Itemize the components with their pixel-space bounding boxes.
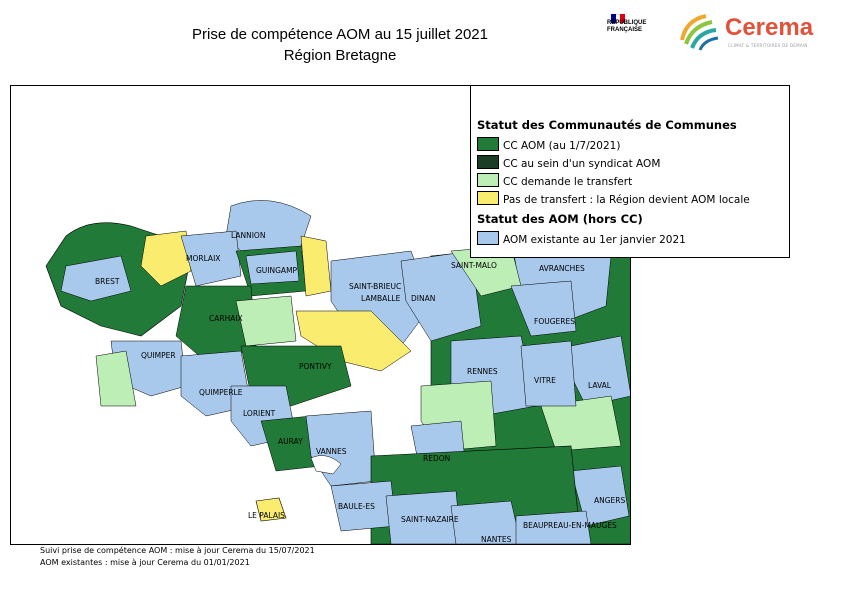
place-label-dinan: DINAN [411,294,435,303]
legend-item-pas-de-transfert: Pas de transfert : la Région devient AOM… [477,191,750,206]
map-legend: Statut des Communautés de Communes CC AO… [470,85,790,258]
place-label-quimper: QUIMPER [141,351,176,360]
rf-line1: RÉPUBLIQUE [607,20,647,26]
place-label-saint-brieuc: SAINT-BRIEUC [349,282,401,291]
french-flag-icon [611,8,625,23]
place-label-rennes: RENNES [467,367,498,376]
place-label-angers: ANGERS [594,496,626,505]
place-label-lannion: LANNION [231,231,265,240]
cerema-tagline: CLIMAT & TERRITOIRES DE DEMAIN [728,43,808,48]
place-label-vitre: VITRE [534,376,556,385]
map-region-yellow-center [295,310,412,372]
cerema-emblem-icon [680,14,719,51]
place-label-lamballe: LAMBALLE [361,294,401,303]
legend-label: Pas de transfert : la Région devient AOM… [503,194,750,206]
map-region-yellow-north [300,235,332,297]
place-label-vannes: VANNES [316,447,347,456]
footer-note-1: Suivi prise de compétence AOM : mise à j… [40,546,315,555]
place-label-auray: AURAY [278,437,303,446]
map-region-nantes [450,500,522,544]
map-region-vitre [520,340,577,407]
legend-swatch [477,137,499,151]
map-sea-gulf-morbihan [310,455,342,475]
place-label-carhaix: CARHAIX [209,314,243,323]
legend-swatch [477,173,499,187]
legend-heading-aom: Statut des AOM (hors CC) [477,212,643,226]
map-region-fougeres [510,280,577,337]
place-label-beaupreau-en-mauges: BEAUPREAU-EN-MAUGES [523,521,617,530]
place-label-lorient: LORIENT [243,409,276,418]
map-region-finistere-south-light [95,350,137,407]
footer-note-2: AOM existantes : mise à jour Cerema du 0… [40,558,250,567]
place-label-saint-nazaire: SAINT-NAZAIRE [401,515,459,524]
map-region-saint-nazaire [385,490,462,544]
map-subtitle: Région Bretagne [283,47,397,64]
map-region-light-center [235,295,297,347]
place-labels: LANNION MORLAIX BREST GUINGAMP SAINT-BRIEUC L… [95,231,626,544]
map-region-beaupreau [515,510,592,544]
map-region-guingamp-aom [245,250,300,285]
place-label-guingamp: GUINGAMP [256,266,298,275]
place-label-le-palais: LE PALAIS [248,511,285,520]
map-title: Prise de compétence AOM au 15 juillet 20… [191,26,488,43]
legend-label: AOM existante au 1er janvier 2021 [503,234,686,246]
legend-swatch [477,231,499,245]
place-label-pontivy: PONTIVY [299,362,332,371]
legend-item-aom-existante: AOM existante au 1er janvier 2021 [477,231,686,246]
place-label-saint-malo: SAINT-MALO [451,261,497,270]
legend-label: CC demande le transfert [503,176,633,188]
place-label-laval: LAVAL [588,381,612,390]
cerema-name: Cerema [725,14,814,41]
rf-line2: FRANÇAISE [607,27,643,33]
legend-item-cc-transfert: CC demande le transfert [477,173,633,188]
place-label-morlaix: MORLAIX [186,254,220,263]
map-region-morlaix-aom [180,230,242,287]
place-label-fougeres: FOUGERES [534,317,575,326]
place-label-redon: REDON [423,454,450,463]
legend-swatch [477,191,499,205]
legend-item-cc-syndicat: CC au sein d'un syndicat AOM [477,155,661,170]
bretagne-map: LANNION MORLAIX BREST GUINGAMP SAINT-BRIEUC L… [45,200,630,544]
map-region-morlaix [140,230,192,287]
place-label-baule-es: BAULE-ES [338,502,375,511]
map-region-brest [60,255,132,302]
place-label-nantes: NANTES [481,535,512,544]
legend-label: CC AOM (au 1/7/2021) [503,140,621,152]
legend-label: CC au sein d'un syndicat AOM [503,158,661,170]
place-label-brest: BREST [95,277,120,286]
cerema-logo: Cerema CLIMAT & TERRITOIRES DE DEMAIN [676,10,816,52]
legend-swatch [477,155,499,169]
legend-heading-cc: Statut des Communautés de Communes [477,118,737,132]
map-region-belle-ile [255,497,287,522]
place-label-avranches: AVRANCHES [539,264,585,273]
legend-item-cc-aom: CC AOM (au 1/7/2021) [477,137,621,152]
map-region-mayenne-light [540,395,622,452]
place-label-quimperle: QUIMPERLE [199,388,243,397]
republique-francaise-logo: RÉPUBLIQUE FRANÇAISE [605,8,665,58]
